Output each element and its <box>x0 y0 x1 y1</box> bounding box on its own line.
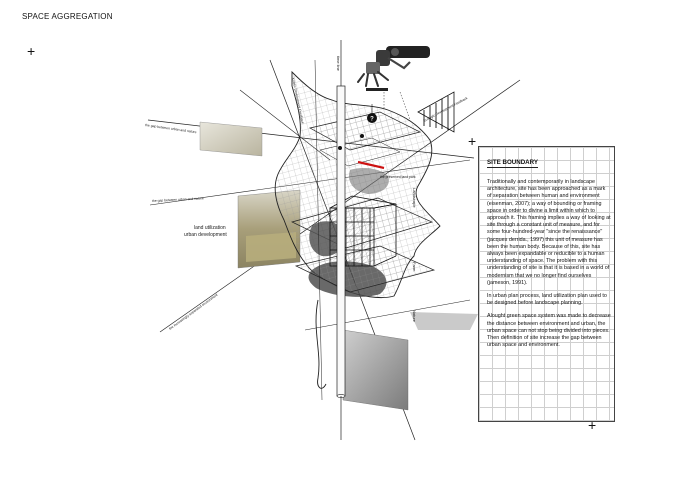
panel-paragraph: Traditionally and contemporarily in land… <box>487 179 611 286</box>
terrain-blob <box>348 168 389 194</box>
label-gap-urban-nature: the gap between urban and nature <box>145 123 197 134</box>
photo-panel <box>342 329 409 411</box>
panel-title: SITE BOUNDARY <box>487 159 538 168</box>
label-timeline: time line <box>336 56 341 72</box>
label-land-utilization: land utilization <box>194 225 226 231</box>
label-gap-urban-nature: the gap between urban and nature <box>152 196 204 203</box>
crosshair-icon: + <box>588 417 597 433</box>
crosshair-icon: + <box>468 133 477 149</box>
panel-paragraph: Alought green space system was made to d… <box>487 313 611 349</box>
label-separated-environment: the increasingly separated environment <box>168 293 218 331</box>
photo-panel <box>410 312 478 330</box>
photo-panel <box>199 121 263 157</box>
node-dot <box>360 134 364 138</box>
label-ecologic-feedback: Ecologic Development Feedback <box>423 96 469 123</box>
question-marker-label: ? <box>370 117 374 123</box>
wavy-tube <box>315 299 327 389</box>
panel-paragraph: In urban plan process, land utilization … <box>487 293 607 307</box>
label-farm: Farm <box>412 262 417 272</box>
label-park: the preserved land park <box>380 175 416 179</box>
photo-panel <box>246 232 296 262</box>
page-title: SPACE AGGREGATION <box>22 12 113 21</box>
label-urban-development: urban development <box>184 232 227 238</box>
node-dot <box>338 146 342 150</box>
question-marker-icon <box>367 113 377 123</box>
axis-line <box>304 299 471 331</box>
crosshair-icon: + <box>27 43 36 59</box>
axis-line <box>314 59 323 401</box>
site-boundary-panel: SITE BOUNDARY Traditionally and contempo… <box>478 146 615 422</box>
label-nature: Nature <box>412 310 417 323</box>
robot-arm-icon <box>357 46 430 91</box>
timeline-column <box>336 85 346 397</box>
cage-hatch <box>330 208 374 266</box>
label-landscape: Landscape <box>412 188 417 208</box>
accent-marker <box>357 160 385 170</box>
hatched-triangle <box>423 96 449 130</box>
